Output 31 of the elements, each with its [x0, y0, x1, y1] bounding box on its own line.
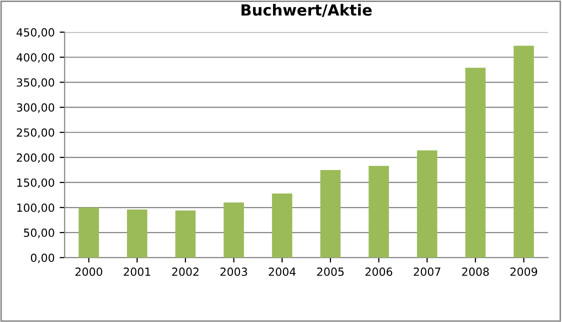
y-tick-label: 0,00	[30, 254, 54, 264]
y-tick-label: 50,00	[24, 228, 54, 238]
x-tick-label: 2000	[75, 268, 102, 276]
y-tick-label: 200,00	[16, 153, 54, 163]
bar	[416, 150, 438, 258]
chart-title: Buchwert/Aktie	[242, 4, 372, 17]
x-tick-label: 2004	[268, 268, 296, 276]
x-tick-label: 2001	[124, 268, 150, 276]
y-tick-label: 400,00	[16, 53, 54, 63]
bar	[272, 193, 292, 258]
bar	[320, 170, 341, 258]
x-tick-label: 2003	[220, 268, 248, 276]
y-tick-label: 100,00	[17, 203, 54, 214]
bar	[368, 166, 389, 258]
x-tick-label: 2005	[317, 268, 344, 276]
y-tick-label: 250,00	[16, 128, 54, 138]
bar	[175, 210, 196, 258]
x-tick-label: 2007	[414, 268, 440, 276]
bar	[465, 68, 486, 258]
x-tick-label: 2009	[510, 268, 538, 276]
y-tick-label: 150,00	[17, 178, 54, 188]
y-tick-label: 450,00	[16, 28, 54, 38]
y-tick-label: 300,00	[16, 103, 54, 113]
bar	[514, 46, 534, 258]
bar	[126, 210, 148, 258]
x-tick-label: 2006	[365, 268, 392, 276]
y-tick-label: 350,00	[16, 78, 54, 88]
x-tick-label: 2002	[172, 268, 198, 276]
bar	[78, 208, 99, 258]
bar	[224, 202, 244, 258]
x-tick-label: 2008	[462, 268, 489, 276]
